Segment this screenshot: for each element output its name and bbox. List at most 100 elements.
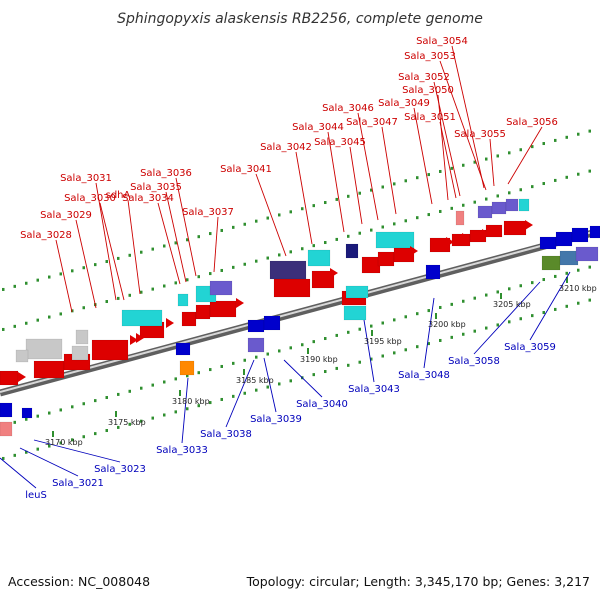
track-tick	[209, 401, 212, 405]
reverse-leader-line	[283, 359, 323, 398]
gene-feature	[307, 249, 331, 267]
gene-feature	[15, 349, 29, 363]
track-tick	[197, 404, 200, 408]
track-tick	[324, 337, 327, 341]
forward-leader-line	[357, 112, 379, 221]
track-tick	[301, 207, 304, 211]
track-tick	[381, 354, 384, 358]
reverse-gene-label: Sala_3038	[200, 429, 252, 440]
gene-feature	[455, 210, 465, 226]
track-tick	[174, 377, 177, 381]
reverse-leader-line	[0, 457, 37, 489]
track-tick	[36, 447, 39, 451]
track-tick	[13, 324, 16, 328]
track-tick	[416, 312, 419, 316]
track-tick	[278, 253, 281, 257]
forward-leader-line	[175, 177, 197, 277]
track-tick	[71, 269, 74, 273]
gene-feature	[0, 370, 19, 386]
track-tick	[174, 410, 177, 414]
track-tick	[163, 380, 166, 384]
track-tick	[358, 191, 361, 195]
track-tick	[232, 225, 235, 229]
track-tick	[416, 216, 419, 220]
gene-feature	[477, 205, 493, 219]
track-tick	[197, 235, 200, 239]
gene-feature	[429, 237, 451, 253]
track-tick	[496, 154, 499, 158]
gene-feature	[195, 304, 211, 320]
scale-label: 3210 kbp	[559, 284, 597, 293]
map-title: Sphingopyxis alaskensis RB2256, complete…	[117, 11, 483, 27]
track-tick	[94, 432, 97, 436]
track-tick	[105, 429, 108, 433]
track-tick	[243, 262, 246, 266]
reverse-gene-label: Sala_3040	[296, 399, 348, 410]
track-tick	[347, 234, 350, 238]
track-tick	[13, 284, 16, 288]
track-tick	[105, 260, 108, 264]
track-tick	[531, 145, 534, 149]
track-tick	[358, 231, 361, 235]
gene-feature	[247, 337, 265, 353]
forward-leader-line	[413, 107, 433, 205]
reverse-leader-line	[363, 319, 375, 383]
gene-feature	[589, 225, 600, 239]
track-tick	[151, 383, 154, 387]
gene-feature	[575, 246, 599, 262]
track-tick	[324, 201, 327, 205]
forward-leader-line	[439, 121, 457, 199]
track-tick	[370, 228, 373, 232]
track-tick	[347, 330, 350, 334]
track-tick	[542, 142, 545, 146]
scale-label: 3180 kbp	[172, 397, 210, 406]
track-tick	[105, 396, 108, 400]
gene-feature	[33, 360, 65, 379]
track-tick	[381, 185, 384, 189]
track-tick	[577, 268, 580, 272]
track-tick	[209, 232, 212, 236]
track-tick	[531, 185, 534, 189]
gene-feature	[71, 345, 89, 361]
track-tick	[393, 222, 396, 226]
gene-feature	[177, 293, 189, 307]
reverse-gene-label: leuS	[25, 490, 47, 501]
track-tick	[128, 293, 131, 297]
gene-feature	[263, 315, 281, 331]
track-tick	[186, 238, 189, 242]
track-tick	[324, 241, 327, 245]
gene-feature	[541, 255, 561, 271]
track-tick	[255, 355, 258, 359]
track-tick	[2, 287, 5, 291]
track-tick	[266, 216, 269, 220]
track-tick	[473, 200, 476, 204]
track-tick	[508, 191, 511, 195]
forward-gene-label: Sala_3037	[182, 207, 234, 218]
forward-gene-label: Sala_3041	[220, 164, 272, 175]
track-tick	[381, 225, 384, 229]
track-tick	[36, 278, 39, 282]
track-tick	[462, 203, 465, 207]
track-tick	[36, 318, 39, 322]
track-tick	[324, 370, 327, 374]
track-tick	[450, 166, 453, 170]
track-tick	[48, 411, 51, 415]
forward-leader-line	[255, 173, 287, 257]
forward-leader-line	[381, 126, 397, 215]
track-tick	[186, 407, 189, 411]
track-tick	[301, 343, 304, 347]
gene-feature	[25, 338, 63, 360]
gene-arrow	[482, 229, 490, 239]
gene-feature	[345, 243, 359, 259]
reverse-gene-label: Sala_3048	[398, 370, 450, 381]
gene-feature	[485, 224, 503, 238]
track-tick	[496, 323, 499, 327]
track-tick	[163, 244, 166, 248]
track-tick	[2, 456, 5, 460]
track-tick	[209, 368, 212, 372]
track-tick	[140, 250, 143, 254]
track-tick	[393, 351, 396, 355]
track-tick	[519, 148, 522, 152]
track-tick	[565, 304, 568, 308]
track-tick	[542, 311, 545, 315]
